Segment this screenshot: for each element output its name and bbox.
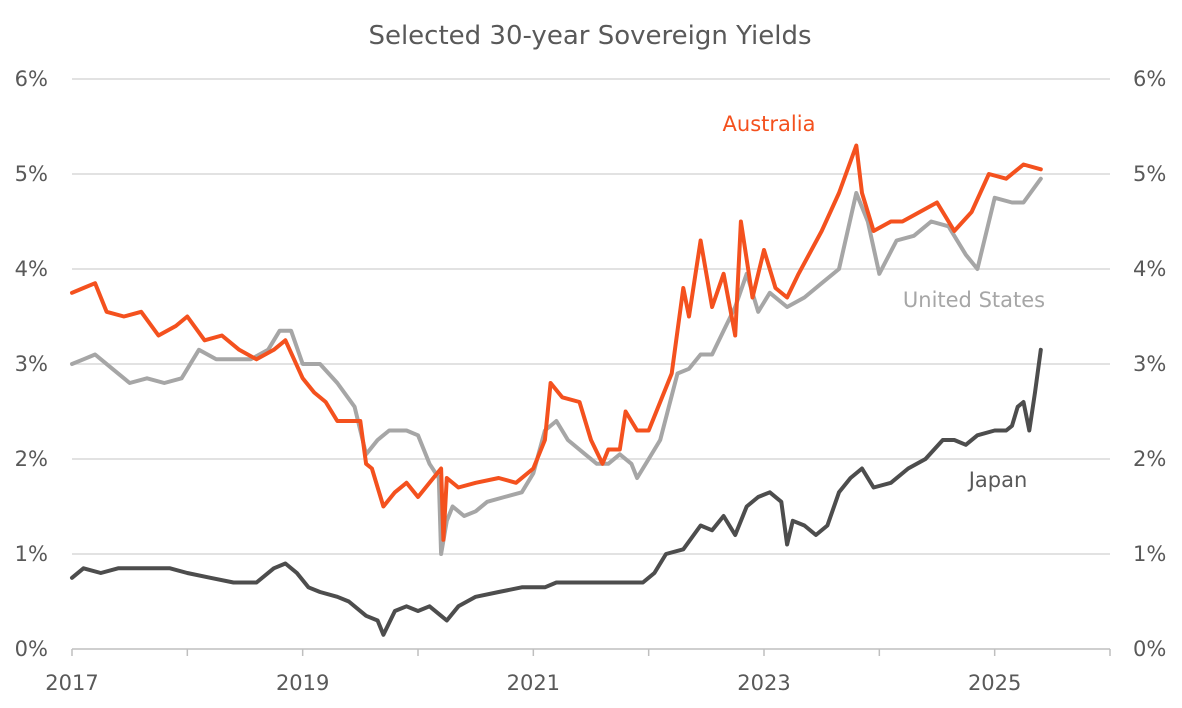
x-axis: 2017 2019 2021 2023 2025	[45, 648, 1111, 695]
x-tick-label: 2021	[507, 671, 560, 695]
x-tick-label: 2019	[276, 671, 329, 695]
series-labels: Australia United States Japan	[723, 112, 1046, 492]
y-tick-label-right: 3%	[1133, 352, 1166, 376]
x-tick-label: 2023	[737, 671, 790, 695]
grid	[72, 78, 1110, 555]
series-label-united-states: United States	[903, 288, 1045, 312]
x-tick-label: 2017	[45, 671, 98, 695]
y-tick-label-left: 6%	[15, 67, 48, 91]
y-tick-label-right: 5%	[1133, 162, 1166, 186]
series-label-australia: Australia	[723, 112, 816, 136]
chart-title: Selected 30-year Sovereign Yields	[368, 21, 811, 51]
y-tick-label-left: 5%	[15, 162, 48, 186]
y-tick-label-right: 6%	[1133, 67, 1166, 91]
series-label-japan: Japan	[967, 468, 1028, 492]
y-tick-label-right: 1%	[1133, 542, 1166, 566]
y-tick-label-right: 0%	[1133, 637, 1166, 661]
series-line-united-states	[70, 176, 1043, 556]
y-tick-label-left: 1%	[15, 542, 48, 566]
x-tick-label: 2025	[968, 671, 1021, 695]
y-tick-label-right: 4%	[1133, 257, 1166, 281]
series-line-australia	[70, 143, 1043, 542]
y-tick-label-left: 3%	[15, 352, 48, 376]
series-line-japan	[70, 347, 1043, 637]
y-axis-right: 0% 1% 2% 3% 4% 5% 6%	[1133, 67, 1166, 661]
y-axis-left: 0% 1% 2% 3% 4% 5% 6%	[15, 67, 48, 661]
y-tick-label-right: 2%	[1133, 447, 1166, 471]
series-layer	[70, 143, 1043, 637]
y-tick-label-left: 4%	[15, 257, 48, 281]
y-tick-label-left: 0%	[15, 637, 48, 661]
y-tick-label-left: 2%	[15, 447, 48, 471]
